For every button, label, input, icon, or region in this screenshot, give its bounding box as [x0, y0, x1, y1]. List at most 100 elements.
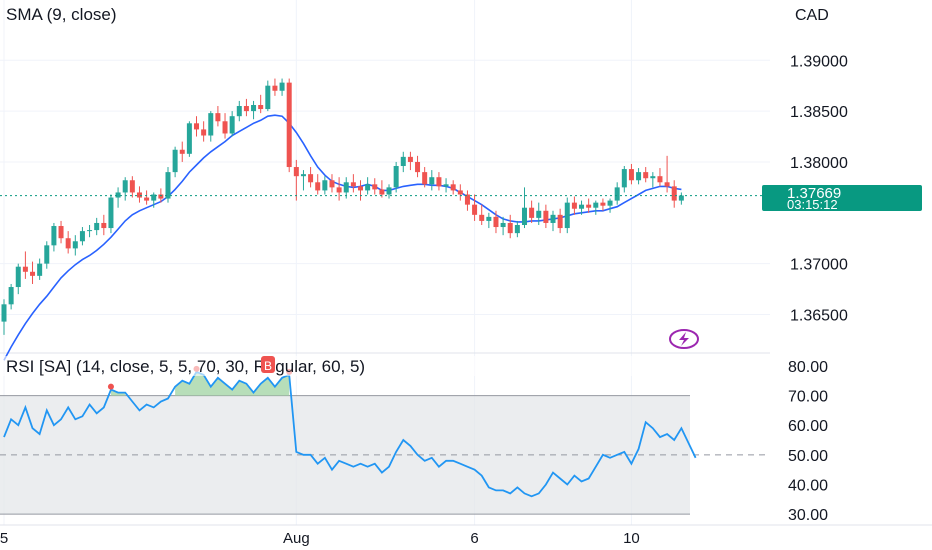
- candle: [65, 231, 71, 254]
- candle: [1, 299, 7, 335]
- candle: [514, 220, 520, 238]
- rsi-badge-label: B: [264, 359, 272, 373]
- candle-body: [308, 174, 314, 183]
- rsi-tick-label: 40.00: [788, 477, 828, 494]
- candle-body: [579, 204, 585, 209]
- candle: [336, 177, 342, 201]
- candle-body: [678, 195, 684, 201]
- rsi-overbought-area: [111, 389, 126, 396]
- rsi-overbought-fill: [111, 371, 290, 396]
- candle: [236, 100, 242, 122]
- candle-body: [279, 82, 285, 91]
- candle-body: [536, 210, 542, 218]
- candle: [186, 121, 192, 157]
- candle: [108, 194, 114, 234]
- candle-body: [486, 216, 492, 221]
- candle-body: [628, 169, 634, 181]
- candle-body: [293, 167, 299, 177]
- flash-icon[interactable]: [669, 329, 699, 349]
- candle: [579, 200, 585, 215]
- candle: [507, 214, 513, 239]
- candle-body: [222, 121, 228, 134]
- candle-body: [79, 231, 85, 242]
- candle-body: [251, 105, 257, 112]
- candle-body: [51, 226, 57, 246]
- candle-body: [300, 174, 306, 177]
- candle-body: [115, 192, 121, 198]
- candle-body: [479, 214, 485, 221]
- time-tick-label: 5: [0, 530, 8, 547]
- candle-body: [664, 182, 670, 187]
- candle: [607, 198, 613, 213]
- price-tick-label: 1.36500: [790, 307, 848, 324]
- candle-body: [136, 192, 142, 198]
- candle: [37, 258, 43, 280]
- candle-body: [372, 184, 378, 190]
- candle-body: [393, 166, 399, 188]
- candle-body: [571, 202, 577, 209]
- candle-body: [643, 172, 649, 179]
- candle: [379, 180, 385, 198]
- candle: [621, 166, 627, 193]
- rsi-line: [3, 370, 697, 498]
- rsi-legend[interactable]: RSI [SA] (14, close, 5, 5, 70, 30, Regul…: [6, 357, 365, 376]
- candle-body: [1, 304, 7, 322]
- candle-body: [650, 176, 656, 179]
- candle-body: [215, 113, 221, 122]
- candle: [457, 184, 463, 201]
- candle: [372, 178, 378, 195]
- countdown-timer: 03:15:12: [787, 197, 838, 212]
- candle: [251, 100, 257, 120]
- price-tick-label: 1.37000: [790, 257, 848, 274]
- candle: [22, 251, 28, 279]
- candle-body: [179, 149, 185, 154]
- candle-body: [15, 266, 21, 288]
- candle: [179, 141, 185, 162]
- price-tick-label: 1.38000: [790, 155, 848, 172]
- candle-body: [407, 156, 413, 162]
- candle: [358, 180, 363, 201]
- candle-body: [493, 216, 499, 228]
- candle: [87, 225, 93, 238]
- rsi-badge: B: [261, 356, 275, 373]
- candle-body: [172, 149, 178, 173]
- candle: [51, 222, 57, 252]
- candle: [393, 161, 399, 193]
- rsi-tick-label: 50.00: [788, 448, 828, 465]
- candle: [628, 163, 634, 185]
- candle-body: [400, 156, 406, 167]
- candle-body: [265, 85, 271, 110]
- candle-body: [158, 194, 164, 199]
- candle: [350, 174, 356, 193]
- candle-body: [429, 177, 435, 185]
- rsi-series: [3, 370, 697, 498]
- candle: [678, 192, 684, 205]
- candle-body: [144, 197, 150, 201]
- candle: [657, 168, 663, 187]
- candle: [600, 198, 606, 211]
- candle: [543, 204, 549, 229]
- rsi-bands: [0, 395, 770, 515]
- currency-label: CAD: [795, 7, 829, 24]
- candle: [664, 155, 670, 193]
- candle-body: [450, 184, 456, 191]
- candle-body: [436, 177, 442, 187]
- candle: [343, 177, 349, 199]
- rsi-tick-label: 60.00: [788, 418, 828, 435]
- candle: [450, 180, 456, 195]
- candle: [229, 111, 235, 137]
- last-price-value: 1.37669: [787, 185, 841, 202]
- rsi-tick-label: 80.00: [788, 359, 828, 376]
- candle-body: [30, 271, 36, 276]
- candle: [586, 198, 592, 213]
- candle-body: [657, 176, 663, 183]
- candle-body: [165, 172, 171, 199]
- rsi-overbought-area: [175, 371, 290, 396]
- candle: [671, 180, 677, 208]
- candle: [272, 78, 278, 96]
- candle-body: [236, 106, 242, 117]
- candle-body: [65, 238, 71, 249]
- candle: [614, 182, 620, 205]
- sma-legend[interactable]: SMA (9, close): [6, 5, 117, 24]
